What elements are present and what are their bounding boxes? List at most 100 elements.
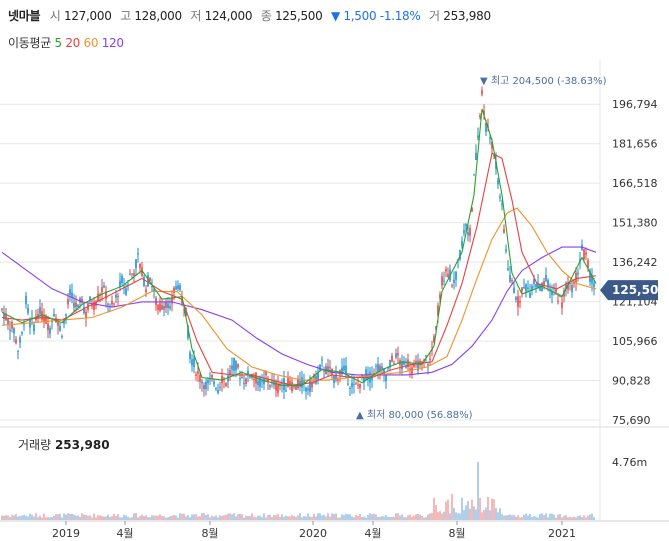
candle-body xyxy=(557,300,559,302)
volume-bar xyxy=(45,517,47,520)
volume-bar xyxy=(53,515,55,520)
candle-body xyxy=(199,375,201,382)
date-tick-label: 2020 xyxy=(299,527,327,540)
candle-body xyxy=(549,288,551,291)
candle-body xyxy=(263,378,265,385)
volume-bar xyxy=(177,517,179,520)
volume-bar xyxy=(227,513,229,520)
volume-bar xyxy=(381,515,383,520)
candle-body xyxy=(427,364,429,366)
candle-body xyxy=(467,231,469,236)
volume-bar xyxy=(547,517,549,520)
candle-body xyxy=(531,285,533,291)
volume-bar xyxy=(527,515,529,520)
candle-body xyxy=(59,326,61,331)
open-value: 127,000 xyxy=(64,9,112,23)
volume-bar xyxy=(433,497,435,520)
volume-bar xyxy=(9,517,11,520)
candle-body xyxy=(515,297,517,300)
volume-bar xyxy=(471,499,473,520)
ma20-label[interactable]: 20 xyxy=(65,36,81,50)
change-value: ▼ 1,500 -1.18% xyxy=(331,9,421,23)
volume-bar xyxy=(353,517,355,520)
volume-bar xyxy=(301,517,303,520)
candle-body xyxy=(43,314,45,323)
candle-body xyxy=(231,365,233,370)
volume-bar xyxy=(11,515,13,520)
volume-bar xyxy=(329,516,331,520)
ma5-label[interactable]: 5 xyxy=(54,36,62,50)
candle-body xyxy=(439,294,441,299)
candle-body xyxy=(151,286,153,288)
candle-body xyxy=(159,303,161,311)
volume-bar xyxy=(491,498,493,520)
volume-bar xyxy=(267,515,269,520)
volume-bar xyxy=(539,514,541,520)
volume-bar xyxy=(75,515,77,520)
candle-body xyxy=(71,292,73,298)
candle-body xyxy=(39,307,41,315)
candle-body xyxy=(317,372,319,380)
volume-bar xyxy=(27,516,29,520)
candle-body xyxy=(513,287,515,293)
candle-body xyxy=(365,369,367,380)
candle-body xyxy=(13,328,15,334)
volume-bar xyxy=(415,514,417,520)
min-price-annotation: ▲ 최저 80,000 (56.88%) xyxy=(356,409,473,421)
ma60-label[interactable]: 60 xyxy=(83,36,99,50)
volume-bar xyxy=(271,517,273,520)
volume-bar xyxy=(575,517,577,520)
candle-body xyxy=(575,272,577,283)
candle-body xyxy=(473,174,475,176)
volume-bar xyxy=(21,515,23,520)
volume-bar xyxy=(517,515,519,520)
candle-body xyxy=(215,388,217,390)
ma120-label[interactable]: 120 xyxy=(101,36,124,50)
volume-bar xyxy=(179,513,181,520)
volume-bar xyxy=(393,516,395,520)
volume-bar xyxy=(545,513,547,520)
candle-body xyxy=(329,367,331,369)
volume-bar xyxy=(255,517,257,520)
volume-bar xyxy=(343,514,345,520)
volume-bar xyxy=(559,514,561,520)
candle-body xyxy=(491,141,493,149)
volume-bar xyxy=(277,513,279,520)
candle-body xyxy=(101,287,103,293)
candle-body xyxy=(1,308,3,310)
volume-bar xyxy=(357,515,359,520)
volume-bar xyxy=(97,515,99,520)
volume-bar xyxy=(589,514,591,520)
candle-body xyxy=(129,273,131,275)
low-label: 저 xyxy=(190,9,202,23)
volume-bar xyxy=(543,514,545,520)
volume-bar xyxy=(121,517,123,520)
candle-body xyxy=(113,303,115,305)
candle-body xyxy=(505,249,507,252)
candle-body xyxy=(577,272,579,275)
candle-body xyxy=(217,389,219,394)
candle-body xyxy=(269,385,271,388)
volume-bar xyxy=(419,514,421,520)
candle-body xyxy=(107,303,109,305)
volume-bar xyxy=(143,516,145,520)
volume-bar xyxy=(473,506,475,520)
volume-bar xyxy=(61,517,63,520)
candle-body xyxy=(443,280,445,282)
volume-bar xyxy=(141,514,143,520)
candle-body xyxy=(53,314,55,317)
volume-bar xyxy=(151,515,153,520)
volume-bar xyxy=(535,516,537,520)
candle-body xyxy=(355,383,357,385)
volume-bar xyxy=(469,508,471,520)
candle-body xyxy=(79,298,81,303)
candle-body xyxy=(481,90,483,95)
volume-bar xyxy=(295,516,297,520)
volume-bar xyxy=(355,514,357,520)
candle-body xyxy=(493,155,495,157)
volume-bar xyxy=(305,516,307,520)
candle-body xyxy=(225,382,227,386)
volume-title-label: 거래량 xyxy=(18,438,52,452)
candle-body xyxy=(307,388,309,391)
